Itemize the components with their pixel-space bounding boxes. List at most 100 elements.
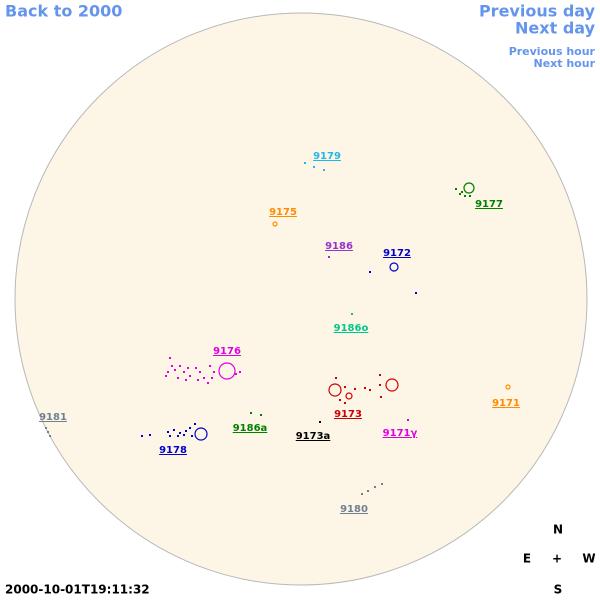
sunspot [183,371,185,373]
sunspot [381,483,383,485]
sunspot [177,377,179,379]
sunspot [344,386,346,388]
sunspot [173,429,175,431]
sunspot-ring [505,384,511,390]
sunspot [167,371,169,373]
region-label[interactable]: 9180 [340,504,368,515]
sunspot [169,357,171,359]
sunspot [213,371,215,373]
sunspot [380,396,382,398]
sunspot [374,486,376,488]
sunspot [344,402,346,404]
sunspot-ring [389,262,399,272]
region-label[interactable]: 9186a [233,423,268,434]
region-label[interactable]: 9173a [296,431,331,442]
sunspot-ring [463,182,475,194]
sunspot [45,427,47,429]
sunspot [177,435,179,437]
region-label[interactable]: 9186 [325,241,353,252]
next-hour-link[interactable]: Next hour [534,57,596,70]
sunspot [461,191,463,193]
sunspot-ring [385,378,399,392]
region-label[interactable]: 9178 [159,445,187,456]
sunspot [209,365,211,367]
sunspot [361,493,363,495]
sunspot [179,432,181,434]
region-label[interactable]: 9181 [39,412,67,423]
sunspot [141,435,143,437]
sunspot [239,371,241,373]
region-label[interactable]: 9171γ [383,428,418,439]
compass-center: + [552,552,562,566]
sunspot [367,490,369,492]
region-label[interactable]: 9176 [213,346,241,357]
sunspot-ring [218,362,236,380]
sunspot [203,377,205,379]
sunspot [47,431,49,433]
sunspot [379,374,381,376]
previous-day-link[interactable]: Previous day [479,2,596,21]
sunspot [319,421,321,423]
region-label[interactable]: 9175 [269,207,297,218]
sunspot [354,388,356,390]
sunspot [199,371,201,373]
sunspot [235,373,237,375]
region-label[interactable]: 9172 [383,248,411,259]
region-label[interactable]: 9179 [313,151,341,162]
compass-north: N [553,523,563,537]
sunspot [149,434,151,436]
next-day-link[interactable]: Next day [515,19,596,38]
sunspot [185,379,187,381]
sunspot [415,292,417,294]
sunspot [459,193,461,195]
region-label[interactable]: 9173 [334,409,362,420]
sunspot [49,435,51,437]
sunspot [211,377,213,379]
sunspots [45,162,511,495]
sunspot [194,423,196,425]
sunspot [469,195,471,197]
sunspot [179,365,181,367]
sunspot [189,427,191,429]
sunspot [250,412,252,414]
sunspot-ring [194,427,208,441]
sunspot-ring [345,392,353,400]
sunspot [183,434,185,436]
back-link[interactable]: Back to 2000 [5,2,122,21]
sunspot [379,384,381,386]
sunspot [364,387,366,389]
region-label[interactable]: 9186o [334,323,369,334]
region-label[interactable]: 9177 [475,199,503,210]
sunspot [369,271,371,273]
sunspot [328,256,330,258]
sunspot [185,430,187,432]
sunspot [189,375,191,377]
compass-west: W [582,552,595,566]
sunspot [165,375,167,377]
sunspot [167,431,169,433]
sunspot [407,419,409,421]
sunspot [313,166,315,168]
sunspot-ring [272,221,278,227]
region-label[interactable]: 9171 [492,398,520,409]
sunspot [339,399,341,401]
sunspot [260,414,262,416]
sunspot [174,369,176,371]
previous-hour-link[interactable]: Previous hour [509,45,596,58]
sunspot [197,379,199,381]
sunspot [195,367,197,369]
compass-south: S [554,583,563,597]
sunspot [169,435,171,437]
compass-east: E [523,552,531,566]
sunspot [464,195,466,197]
sunspot [191,435,193,437]
sunspot [369,389,371,391]
sunspot [335,377,337,379]
sunspot [351,313,353,315]
sunspot [187,367,189,369]
region-labels: 9179 9177 9175 9186 9172 9186o 9176 9171 9181 917… [39,151,520,515]
sunspot [323,169,325,171]
sunspot-ring [328,383,342,397]
